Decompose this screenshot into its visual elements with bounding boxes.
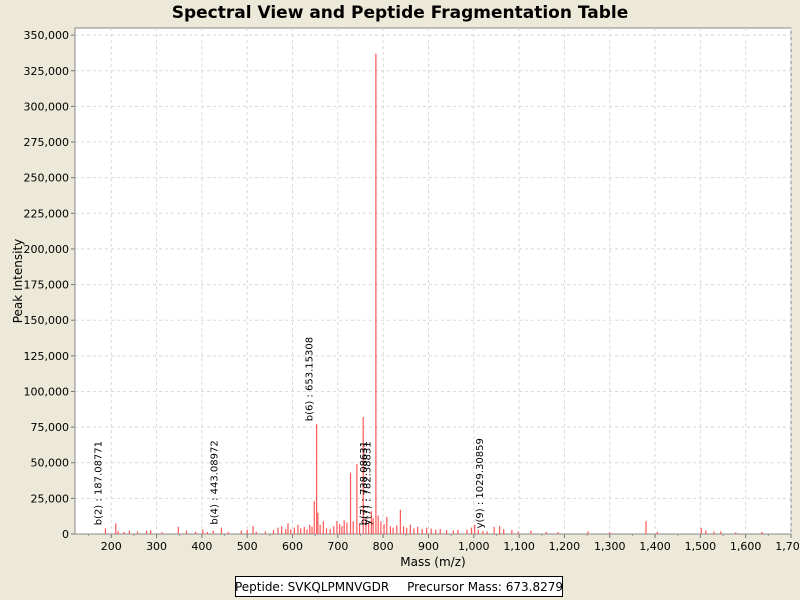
y-tick-label: 275,000 [24,136,70,149]
x-tick-label: 200 [101,540,122,553]
peak-annotation: b(2) : 187.08771 [93,441,104,525]
precursor-mass: Precursor Mass: 673.8279 [407,579,564,594]
peak-annotation: y(9) : 1029.30859 [475,438,486,528]
x-tick-label: 300 [146,540,167,553]
x-tick-label: 900 [418,540,439,553]
x-tick-label: 1,700 [775,540,800,553]
y-tick-label: 225,000 [24,207,70,220]
x-tick-label: 1,500 [685,540,717,553]
peak-annotation: b(4) : 443.08972 [209,440,220,524]
x-tick-label: 1,100 [503,540,535,553]
y-tick-label: 75,000 [31,421,70,434]
peak-annotation: y(7) : 782.38831 [362,441,373,525]
x-tick-label: 700 [327,540,348,553]
y-tick-label: 325,000 [24,65,70,78]
x-tick-label: 600 [282,540,303,553]
x-tick-label: 1,600 [730,540,762,553]
y-tick-label: 200,000 [24,243,70,256]
peak-annotation: b(6) : 653.15308 [305,337,316,421]
y-tick-label: 50,000 [31,457,70,470]
x-axis-label: Mass (m/z) [400,555,465,569]
y-tick-label: 150,000 [24,314,70,327]
peak-annotations: b(2) : 187.08771 b(4) : 443.08972 b(6) : 6… [93,337,486,529]
peptide-info-box: Peptide: SVKQLPMNVGDR Precursor Mass: 67… [235,576,563,597]
x-tick-label: 1,300 [594,540,626,553]
y-tick-label: 350,000 [24,29,70,42]
x-tick-label: 500 [237,540,258,553]
x-tick-label: 1,400 [639,540,671,553]
y-tick-label: 300,000 [24,100,70,113]
y-tick-label: 25,000 [31,492,70,505]
x-tick-label: 400 [191,540,212,553]
peak-annotation: b(7) : 738.08631 [359,441,370,525]
grid-lines [75,28,792,534]
x-tick-label: 1,000 [458,540,490,553]
y-tick-label: 100,000 [24,385,70,398]
y-tick-label: 125,000 [24,350,70,363]
axis-ticks: 0 25,000 50,000 75,000 100,000 125,000 150,000… [24,29,800,553]
x-tick-label: 1,200 [549,540,581,553]
chart-title: Spectral View and Peptide Fragmentation … [171,3,629,23]
y-tick-label: 0 [62,528,69,541]
peptide-sequence: Peptide: SVKQLPMNVGDR [234,579,390,594]
x-tick-label: 800 [373,540,394,553]
peak-series [104,53,763,534]
y-tick-label: 250,000 [24,172,70,185]
y-axis-label: Peak Intensity [11,239,25,324]
plot-area [74,27,792,535]
y-tick-label: 175,000 [24,279,70,292]
